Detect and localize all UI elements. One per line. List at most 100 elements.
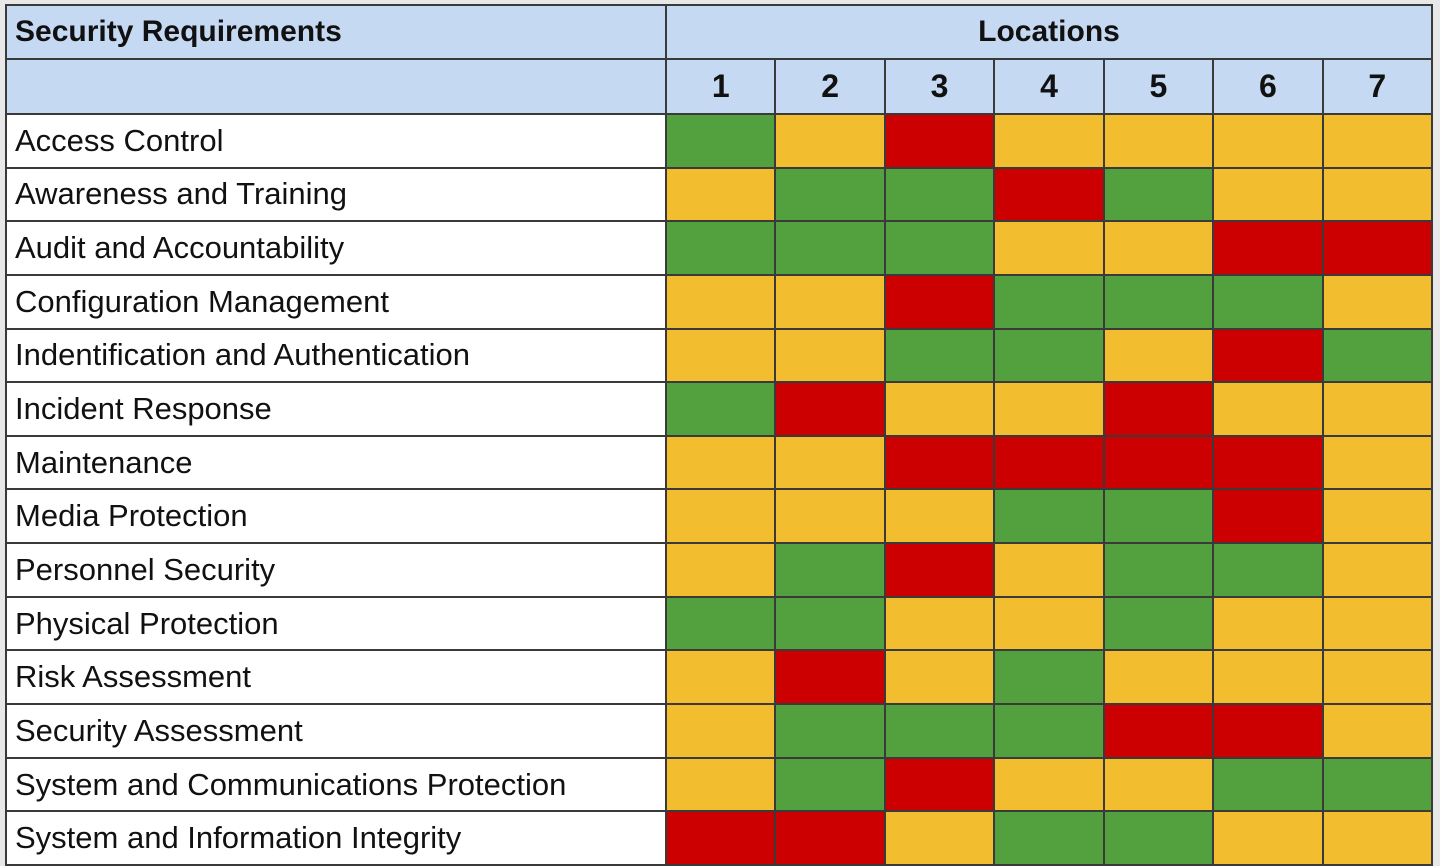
row-label: System and Information Integrity [7, 812, 665, 864]
heatmap-cell-r3-c3 [885, 222, 994, 274]
row-label: Risk Assessment [7, 651, 665, 704]
heatmap-cell-r14-c4 [995, 812, 1103, 864]
heatmap-cell-r8-c2 [776, 490, 884, 543]
heatmap-cell-r12-c5 [1104, 705, 1213, 757]
row-label: Physical Protection [7, 597, 665, 650]
heatmap-cell-r6-c6 [1214, 383, 1322, 435]
heatmap-cell-r9-c1 [667, 544, 775, 596]
heatmap-cell-r9-c3 [885, 544, 994, 596]
heatmap-cell-r5-c7 [1323, 329, 1431, 382]
heatmap-cell-r5-c3 [885, 329, 994, 382]
heatmap-cell-r4-c2 [776, 275, 884, 328]
heatmap-cell-r6-c3 [885, 383, 994, 435]
heatmap-cell-r7-c6 [1214, 436, 1322, 489]
heatmap-cell-r1-c3 [885, 115, 994, 167]
heatmap-cell-r2-c5 [1104, 168, 1213, 221]
row-label: Configuration Management [7, 275, 665, 328]
heatmap-cell-r10-c3 [885, 597, 994, 650]
heatmap-cell-r13-c4 [995, 758, 1103, 811]
heatmap-cell-r13-c5 [1104, 758, 1213, 811]
heatmap-cell-r2-c3 [885, 168, 994, 221]
locations-header: Locations [667, 6, 1431, 58]
heatmap-cell-r7-c7 [1323, 436, 1431, 489]
heatmap-cell-r12-c2 [776, 705, 884, 757]
heatmap-cell-r2-c4 [995, 168, 1103, 221]
heatmap-cell-r1-c5 [1104, 115, 1213, 167]
heatmap-cell-r7-c4 [995, 436, 1103, 489]
row-label: System and Communications Protection [7, 758, 665, 811]
heatmap-cell-r4-c4 [995, 275, 1103, 328]
heatmap-cell-r11-c4 [995, 651, 1103, 704]
heatmap-cell-r13-c7 [1323, 758, 1431, 811]
heatmap-cell-r3-c2 [776, 222, 884, 274]
heatmap-cell-r14-c7 [1323, 812, 1431, 864]
heatmap-cell-r7-c1 [667, 436, 775, 489]
column-header-location-7: 7 [1323, 60, 1431, 113]
heatmap-cell-r3-c6 [1214, 222, 1322, 274]
heatmap-cell-r13-c1 [667, 758, 775, 811]
column-header-location-4: 4 [995, 60, 1103, 113]
heatmap-cell-r8-c1 [667, 490, 775, 543]
heatmap-cell-r4-c1 [667, 275, 775, 328]
heatmap-cell-r11-c6 [1214, 651, 1322, 704]
heatmap-cell-r1-c1 [667, 115, 775, 167]
heatmap-cell-r9-c4 [995, 544, 1103, 596]
heatmap-cell-r1-c4 [995, 115, 1103, 167]
heatmap-cell-r12-c1 [667, 705, 775, 757]
column-header-location-5: 5 [1104, 60, 1213, 113]
heatmap-cell-r2-c7 [1323, 168, 1431, 221]
heatmap-cell-r9-c7 [1323, 544, 1431, 596]
row-label: Security Assessment [7, 705, 665, 757]
heatmap-cell-r11-c1 [667, 651, 775, 704]
heatmap-cell-r5-c1 [667, 329, 775, 382]
heatmap-cell-r12-c3 [885, 705, 994, 757]
row-label: Media Protection [7, 490, 665, 543]
heatmap-cell-r8-c3 [885, 490, 994, 543]
heatmap-cell-r10-c1 [667, 597, 775, 650]
column-header-location-3: 3 [885, 60, 994, 113]
heatmap-cell-r7-c2 [776, 436, 884, 489]
column-header-location-2: 2 [776, 60, 884, 113]
heatmap-cell-r6-c2 [776, 383, 884, 435]
heatmap-cell-r12-c7 [1323, 705, 1431, 757]
heatmap-cell-r7-c3 [885, 436, 994, 489]
heatmap-cell-r10-c4 [995, 597, 1103, 650]
heatmap-cell-r5-c6 [1214, 329, 1322, 382]
heatmap-cell-r2-c6 [1214, 168, 1322, 221]
heatmap-cell-r4-c6 [1214, 275, 1322, 328]
heatmap-cell-r4-c3 [885, 275, 994, 328]
heatmap-cell-r9-c5 [1104, 544, 1213, 596]
heatmap-cell-r5-c4 [995, 329, 1103, 382]
row-header: Security Requirements [7, 6, 665, 58]
heatmap-cell-r2-c1 [667, 168, 775, 221]
heatmap-cell-r6-c4 [995, 383, 1103, 435]
column-header-location-1: 1 [667, 60, 775, 113]
heatmap-cell-r14-c1 [667, 812, 775, 864]
heatmap-cell-r9-c2 [776, 544, 884, 596]
row-label: Access Control [7, 115, 665, 167]
heatmap-cell-r2-c2 [776, 168, 884, 221]
heatmap-cell-r6-c5 [1104, 383, 1213, 435]
heatmap-cell-r14-c3 [885, 812, 994, 864]
row-label: Incident Response [7, 383, 665, 435]
heatmap-cell-r11-c3 [885, 651, 994, 704]
column-header-location-6: 6 [1214, 60, 1322, 113]
heatmap-cell-r8-c5 [1104, 490, 1213, 543]
heatmap-cell-r6-c7 [1323, 383, 1431, 435]
heatmap-cell-r14-c6 [1214, 812, 1322, 864]
row-label: Maintenance [7, 436, 665, 489]
row-label: Indentification and Authentication [7, 329, 665, 382]
heatmap-cell-r3-c7 [1323, 222, 1431, 274]
heatmap-cell-r1-c6 [1214, 115, 1322, 167]
heatmap-cell-r12-c4 [995, 705, 1103, 757]
heatmap-cell-r4-c5 [1104, 275, 1213, 328]
heatmap-cell-r10-c2 [776, 597, 884, 650]
heatmap-cell-r8-c7 [1323, 490, 1431, 543]
heatmap-cell-r13-c6 [1214, 758, 1322, 811]
heatmap-cell-r7-c5 [1104, 436, 1213, 489]
row-label: Audit and Accountability [7, 222, 665, 274]
heatmap-cell-r6-c1 [667, 383, 775, 435]
heatmap-cell-r3-c4 [995, 222, 1103, 274]
heatmap-cell-r5-c5 [1104, 329, 1213, 382]
